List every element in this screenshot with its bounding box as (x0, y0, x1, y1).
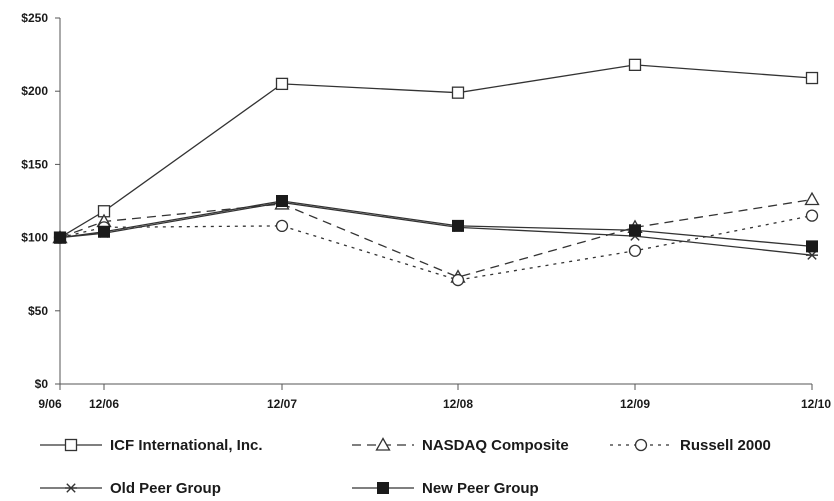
data-point-square-filled (98, 225, 110, 238)
data-point-square-open (275, 77, 289, 91)
x-tick-label: 12/06 (89, 397, 119, 411)
y-tick-label: $200 (21, 84, 48, 98)
data-point-circle-open (805, 209, 819, 222)
data-point-square-filled (806, 240, 818, 253)
data-point-square-filled (452, 219, 464, 232)
series-layer (52, 58, 820, 287)
y-tick-label: $100 (21, 231, 48, 245)
data-point-circle-open (628, 244, 642, 257)
chart-axes (59, 18, 812, 385)
legend-item: Old Peer Group (40, 480, 221, 497)
y-tick-label: $250 (21, 11, 48, 25)
series-old-peer-group (54, 197, 818, 260)
x-tick-label: 12/08 (443, 397, 473, 411)
x-tick-label: 9/06 (38, 397, 62, 411)
legend-label: Old Peer Group (110, 480, 221, 497)
y-tick-label: $150 (21, 157, 48, 171)
legend-item: NASDAQ Composite (352, 437, 569, 454)
data-point-square-filled (54, 231, 66, 244)
series-line (59, 201, 813, 256)
data-point-square-open (805, 71, 819, 85)
x-tick-label: 12/07 (267, 397, 297, 411)
data-point-circle-open (451, 273, 465, 287)
data-point-triangle-open (804, 191, 820, 206)
series-line (59, 64, 813, 239)
y-axis-ticks: $250 $200 $150 $100 $50 $0 (21, 11, 60, 391)
legend-label: New Peer Group (422, 480, 539, 497)
legend-item: New Peer Group (352, 480, 539, 497)
legend-label: Russell 2000 (680, 437, 771, 454)
legend-label: NASDAQ Composite (422, 437, 569, 454)
data-point-square-filled (276, 195, 288, 207)
data-point-square-filled (629, 224, 641, 237)
data-point-square-open (451, 86, 465, 99)
y-tick-label: $50 (28, 304, 48, 318)
series-new-peer-group (54, 195, 818, 253)
data-point-square-open (64, 438, 78, 452)
data-point-circle-open (634, 438, 648, 452)
series-line (59, 200, 813, 248)
data-point-asterisk (65, 483, 77, 493)
series-line (59, 215, 813, 281)
data-point-square-open (628, 58, 642, 71)
legend-item: Russell 2000 (610, 437, 771, 454)
x-axis-ticks: 9/06 12/06 12/07 12/08 12/09 12/10 (38, 384, 831, 411)
series-icf-international-inc (53, 58, 819, 244)
legend-item: ICF International, Inc. (40, 437, 263, 454)
legend: ICF International, Inc. NASDAQ Composite R… (40, 437, 771, 497)
data-point-circle-open (275, 219, 289, 233)
y-tick-label: $0 (35, 377, 49, 391)
data-point-square-filled (377, 482, 389, 494)
x-tick-label: 12/10 (801, 397, 831, 411)
data-point-triangle-open (375, 437, 391, 451)
x-tick-label: 12/09 (620, 397, 650, 411)
series-line (59, 198, 813, 278)
legend-label: ICF International, Inc. (110, 437, 263, 454)
